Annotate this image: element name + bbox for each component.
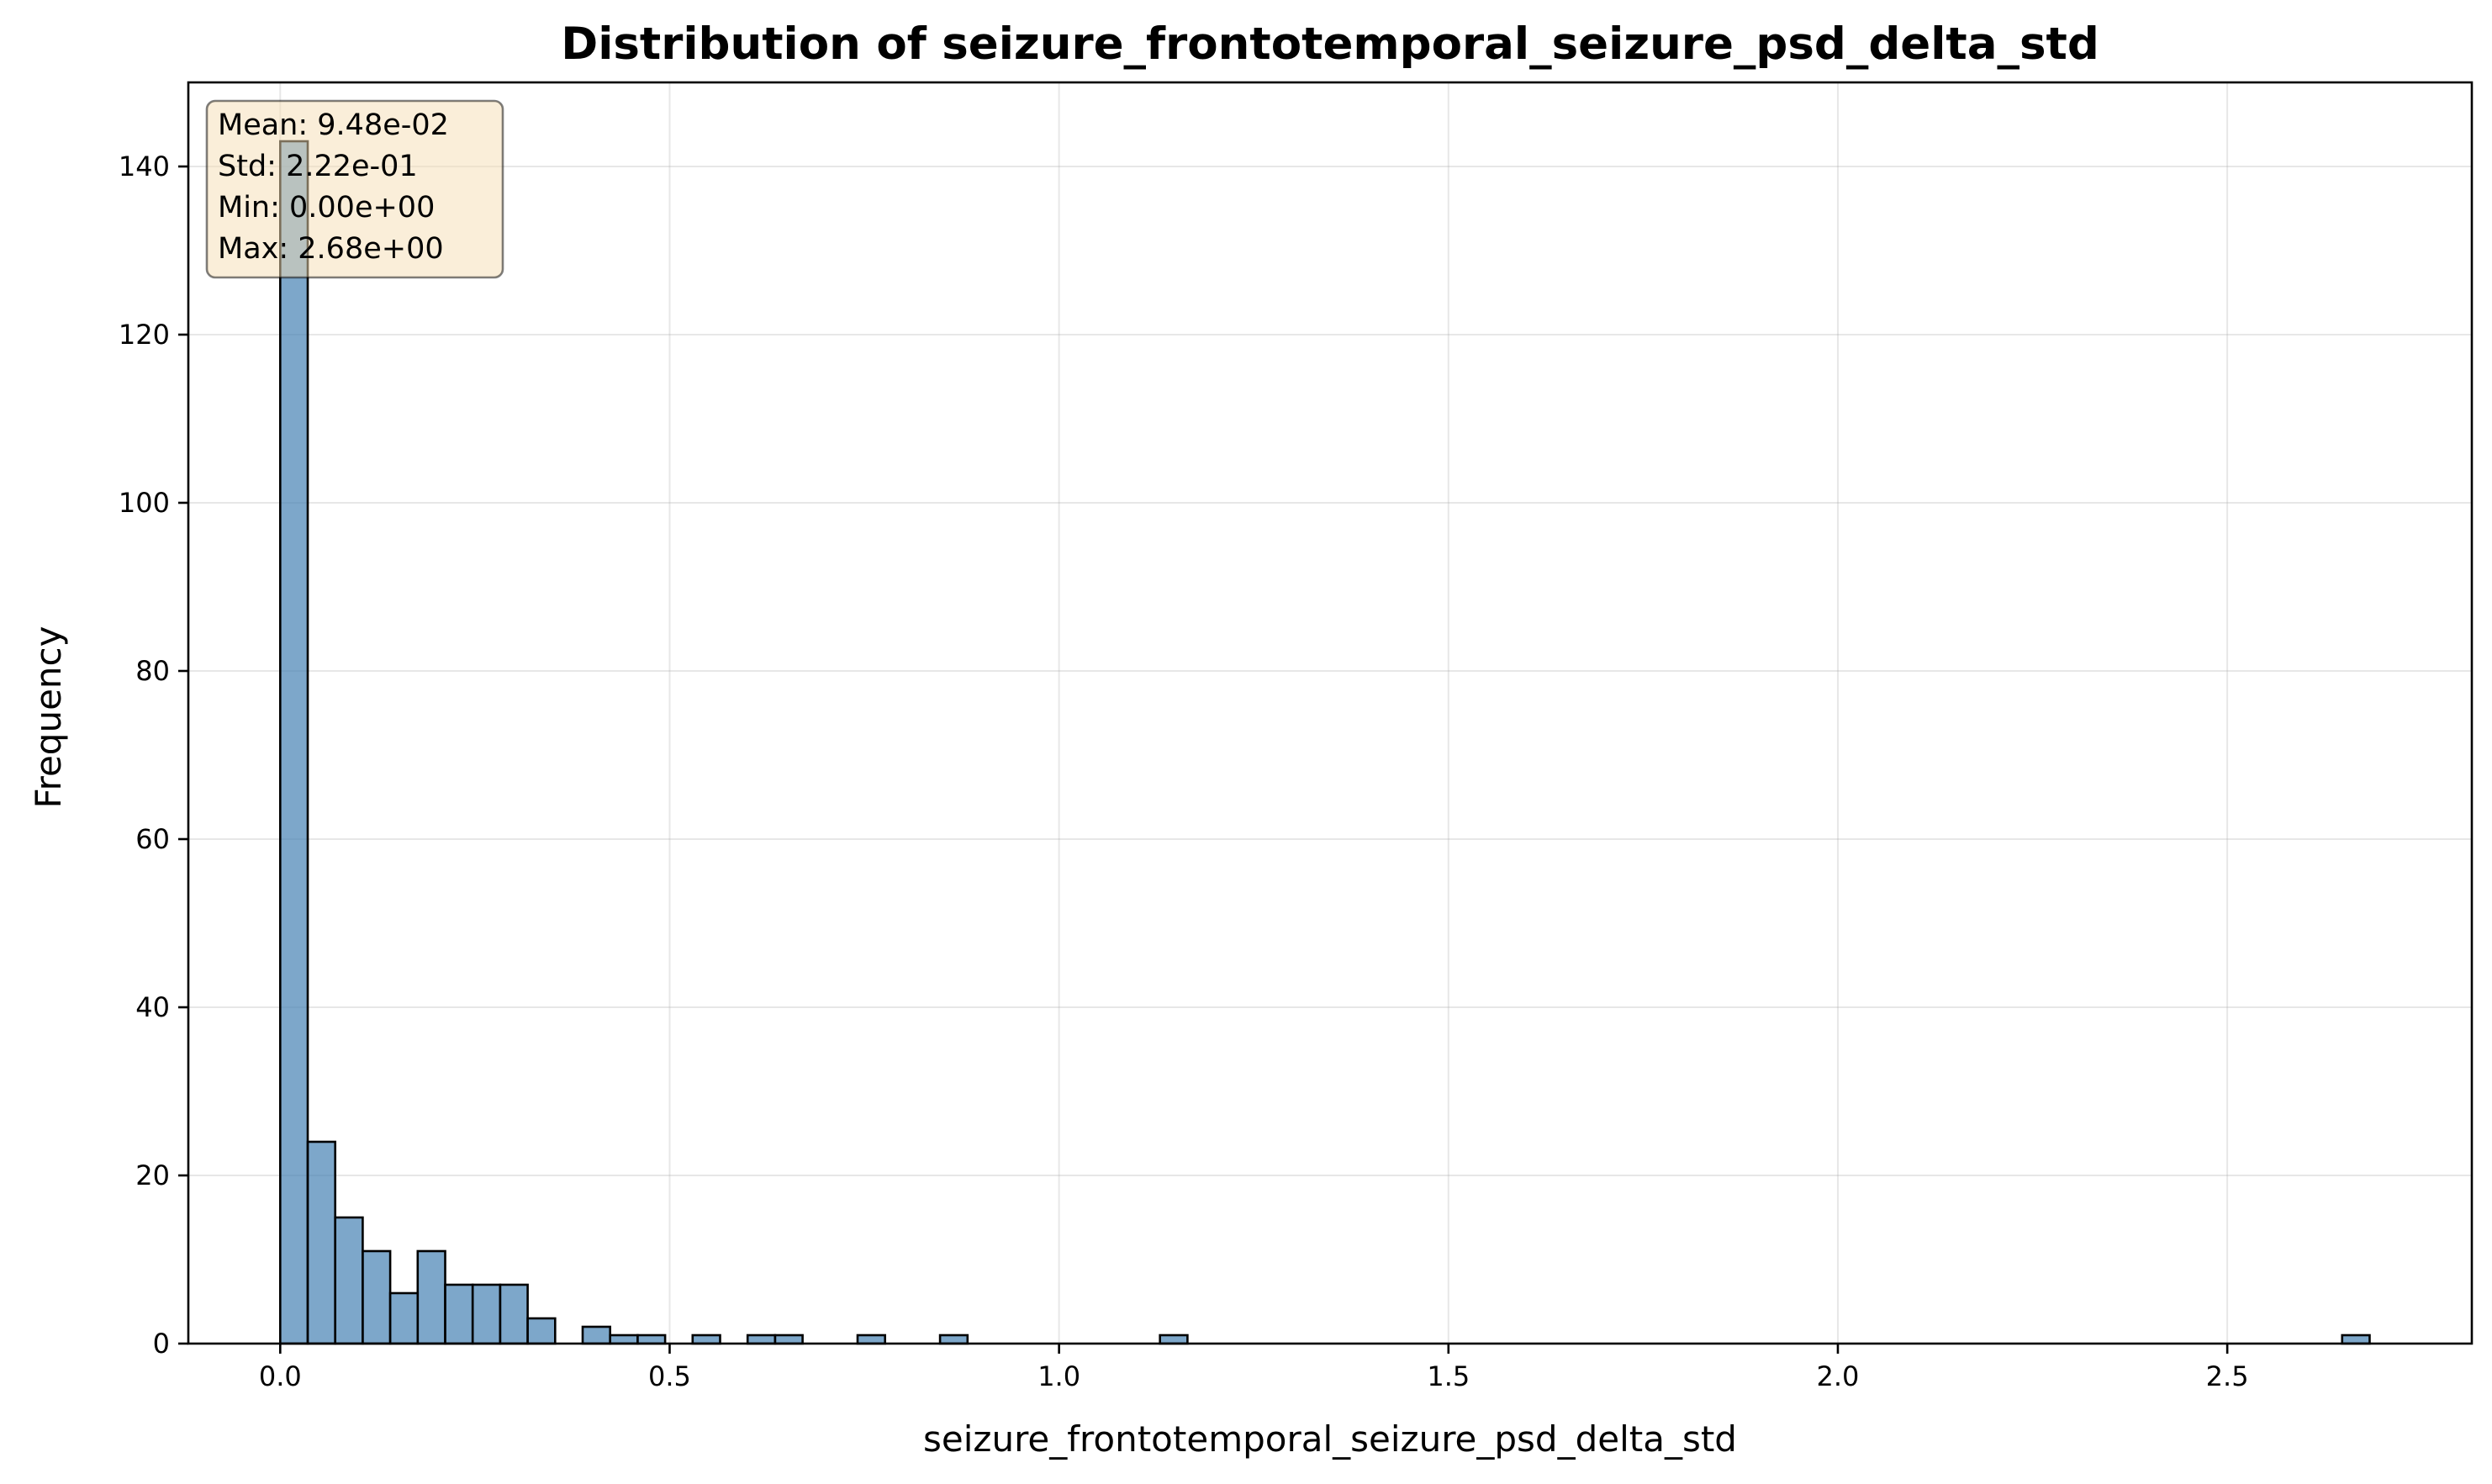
histogram-bar bbox=[938, 1333, 969, 1345]
stats-box-background bbox=[205, 99, 504, 279]
histogram-bar bbox=[416, 1249, 446, 1345]
x-tick-label: 2.5 bbox=[2206, 1360, 2249, 1392]
x-tick-label: 0.5 bbox=[648, 1360, 691, 1392]
histogram-bar bbox=[609, 1333, 639, 1345]
histogram-bar bbox=[279, 140, 309, 1345]
y-tick-label: 80 bbox=[135, 655, 170, 687]
y-tick-label: 40 bbox=[135, 991, 170, 1023]
histogram-bar bbox=[526, 1317, 557, 1345]
histogram-bar bbox=[773, 1333, 804, 1345]
histogram-bars bbox=[279, 140, 2371, 1345]
y-tick-label: 100 bbox=[119, 487, 170, 519]
stats-std: Std: 2.22e-01 bbox=[218, 150, 418, 183]
x-axis-ticks: 0.0 0.5 1.0 1.5 2.0 2.5 bbox=[259, 1344, 2249, 1392]
y-tick-label: 0 bbox=[153, 1328, 170, 1360]
histogram-bar bbox=[306, 1140, 337, 1345]
stats-max: Max: 2.68e+00 bbox=[218, 232, 444, 266]
histogram-bar bbox=[334, 1216, 364, 1345]
plot-area-frame bbox=[187, 81, 2474, 1345]
stats-mean: Mean: 9.48e-02 bbox=[218, 108, 449, 142]
histogram-bar bbox=[444, 1283, 474, 1345]
chart-title: Distribution of seizure_frontotemporal_s… bbox=[561, 18, 2099, 70]
histogram-bar bbox=[2341, 1333, 2371, 1345]
histogram-bar bbox=[856, 1333, 886, 1345]
y-tick-label: 140 bbox=[119, 151, 170, 182]
histogram-bar bbox=[581, 1325, 612, 1345]
y-axis-ticks: 0 20 40 60 80 100 120 140 bbox=[119, 151, 188, 1360]
x-tick-label: 2.0 bbox=[1817, 1360, 1860, 1392]
x-tick-label: 1.5 bbox=[1427, 1360, 1470, 1392]
histogram-bar bbox=[691, 1333, 721, 1345]
grid-lines bbox=[188, 82, 2472, 1344]
x-tick-label: 0.0 bbox=[259, 1360, 302, 1392]
histogram-bar bbox=[471, 1283, 502, 1345]
y-tick-label: 60 bbox=[135, 823, 170, 855]
stats-min: Min: 0.00e+00 bbox=[218, 191, 435, 224]
y-axis-title: Frequency bbox=[28, 626, 69, 809]
histogram-bar bbox=[636, 1333, 667, 1345]
y-tick-label: 120 bbox=[119, 319, 170, 351]
histogram-bar bbox=[1159, 1333, 1189, 1345]
y-tick-label: 20 bbox=[135, 1159, 170, 1191]
histogram-bar bbox=[746, 1333, 777, 1345]
histogram-bar bbox=[362, 1249, 392, 1345]
histogram-bar bbox=[499, 1283, 529, 1345]
stats-box: Mean: 9.48e-02 Std: 2.22e-01 Min: 0.00e+… bbox=[205, 99, 504, 279]
x-tick-label: 1.0 bbox=[1037, 1360, 1080, 1392]
x-axis-title: seizure_frontotemporal_seizure_psd_delta… bbox=[923, 1418, 1737, 1460]
histogram-bar bbox=[388, 1291, 420, 1345]
